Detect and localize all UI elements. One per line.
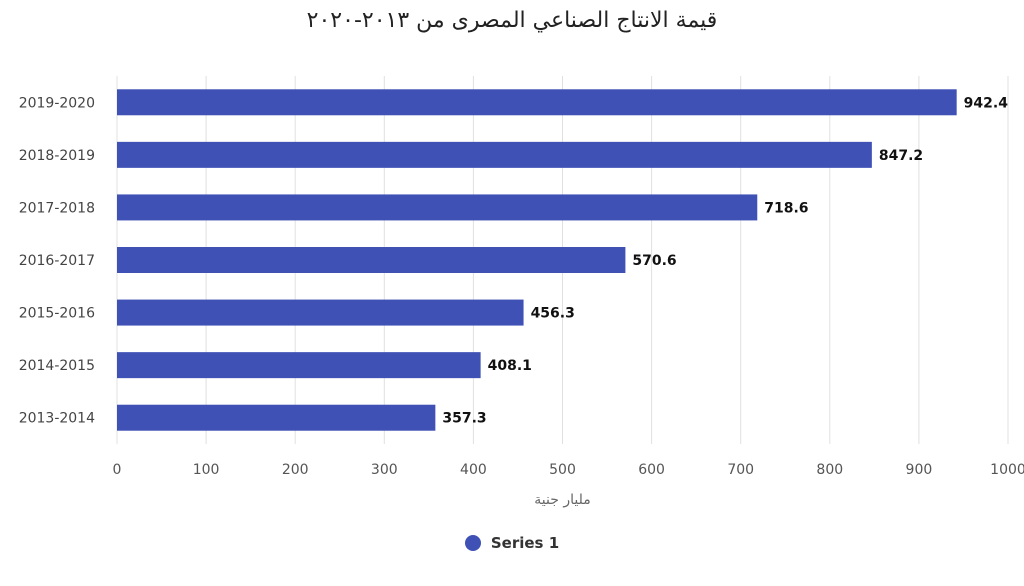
bar — [117, 404, 436, 431]
legend-series-1-marker — [464, 535, 481, 551]
bar — [117, 141, 872, 168]
category-label: 2015-2016 — [19, 306, 95, 322]
x-tick-label: 700 — [727, 462, 754, 478]
category-label: 2016-2017 — [19, 253, 95, 269]
data-label: 408.1 — [488, 358, 532, 374]
x-tick-label: 800 — [816, 462, 843, 478]
data-label: 847.2 — [879, 148, 923, 164]
data-label: 718.6 — [764, 200, 808, 216]
x-tick-label: 300 — [371, 462, 398, 478]
legend-series-1-label: Series 1 — [490, 534, 560, 552]
x-tick-label: 400 — [460, 462, 487, 478]
bar — [117, 194, 758, 221]
x-tick-label: 0 — [113, 462, 122, 478]
x-tick-label: 200 — [282, 462, 309, 478]
x-tick-label: 600 — [638, 462, 665, 478]
bar — [117, 247, 626, 273]
x-tick-label: 100 — [193, 462, 220, 478]
legend: Series 1 — [0, 534, 1024, 552]
category-label: 2019-2020 — [19, 95, 95, 111]
chart-title: قيمة الانتاج الصناعي المصرى من ٢٠١٣-٢٠٢٠ — [306, 8, 718, 33]
data-label: 942.4 — [964, 95, 1009, 111]
x-tick-label: 500 — [549, 462, 576, 478]
x-tick-label: 1000 — [990, 462, 1024, 478]
category-label: 2013-2014 — [19, 411, 95, 427]
bar — [117, 89, 957, 116]
bar — [117, 299, 524, 326]
category-label: 2014-2015 — [19, 358, 95, 374]
category-label: 2017-2018 — [19, 200, 95, 216]
x-axis-title: مليار جنية — [534, 492, 590, 508]
data-label: 570.6 — [632, 253, 676, 269]
data-label: 456.3 — [531, 306, 575, 322]
category-label: 2018-2019 — [19, 148, 95, 164]
data-label: 357.3 — [442, 411, 486, 427]
bar — [117, 352, 481, 379]
x-tick-label: 900 — [906, 462, 933, 478]
